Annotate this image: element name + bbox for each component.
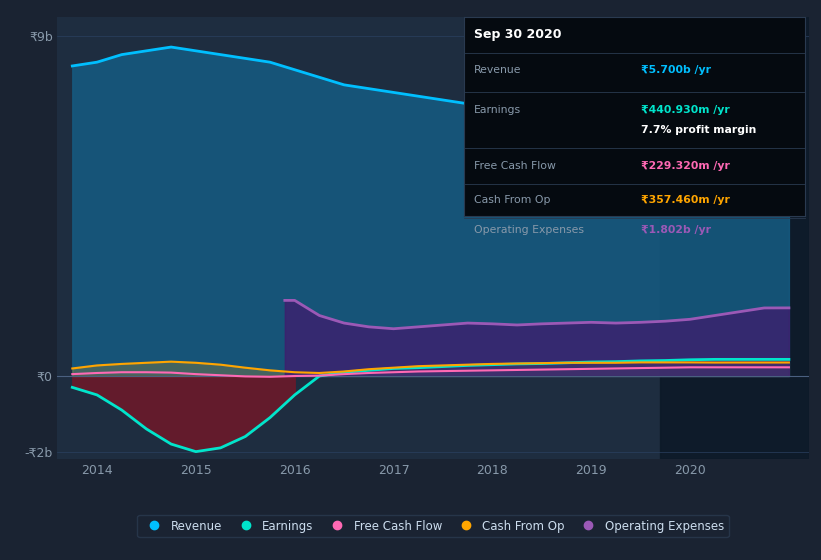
Text: Revenue: Revenue xyxy=(474,66,521,76)
Text: Operating Expenses: Operating Expenses xyxy=(474,225,584,235)
Text: ₹229.320m /yr: ₹229.320m /yr xyxy=(641,161,730,171)
Text: ₹5.700b /yr: ₹5.700b /yr xyxy=(641,66,711,76)
Text: Sep 30 2020: Sep 30 2020 xyxy=(474,28,562,41)
Legend: Revenue, Earnings, Free Cash Flow, Cash From Op, Operating Expenses: Revenue, Earnings, Free Cash Flow, Cash … xyxy=(137,515,729,538)
Text: Free Cash Flow: Free Cash Flow xyxy=(474,161,556,171)
Bar xyxy=(660,17,809,459)
Text: ₹1.802b /yr: ₹1.802b /yr xyxy=(641,225,711,235)
Text: Cash From Op: Cash From Op xyxy=(474,195,551,205)
Text: ₹440.930m /yr: ₹440.930m /yr xyxy=(641,105,730,115)
Text: Earnings: Earnings xyxy=(474,105,521,115)
Text: 7.7% profit margin: 7.7% profit margin xyxy=(641,125,756,135)
Text: ₹357.460m /yr: ₹357.460m /yr xyxy=(641,195,730,205)
